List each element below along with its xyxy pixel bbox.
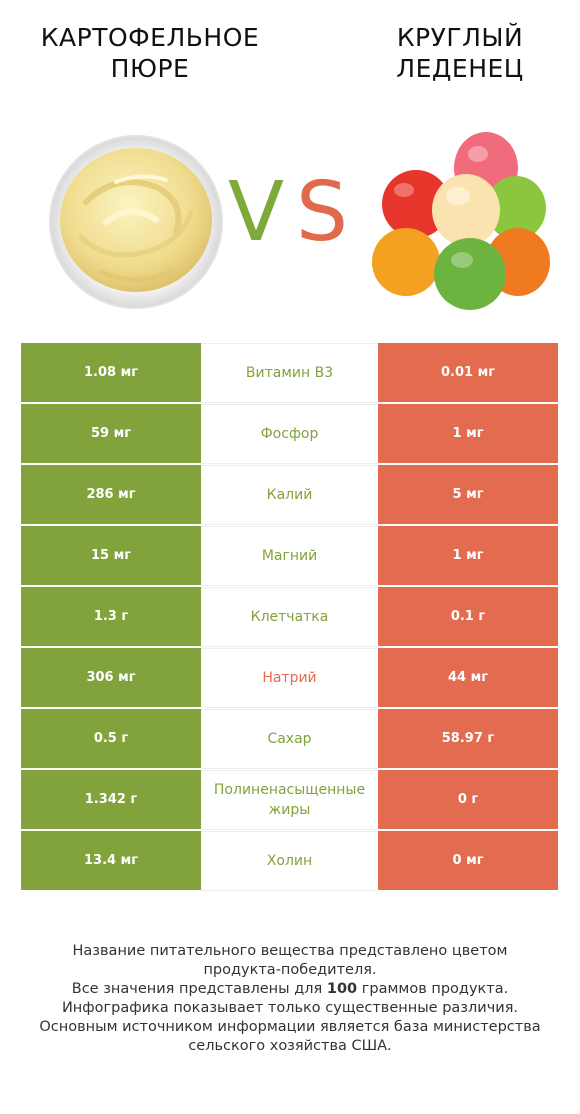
left-value-cell: 306 мг [21,648,201,707]
right-value: 1 мг [452,547,484,563]
right-value: 0 мг [452,852,484,868]
vs-label: V S [224,168,354,258]
nutrient-name: Клетчатка [250,609,329,625]
right-value: 0.01 мг [440,364,496,380]
table-row: 13.4 мг Холин 0 мг [21,831,558,892]
footer-notes: Название питательного вещества представл… [20,942,560,1056]
right-value-cell: 44 мг [378,648,558,707]
footer-line-3: Все значения представлены для 100 граммо… [20,980,560,999]
table-row: 15 мг Магний 1 мг [21,526,558,587]
left-value: 1.3 г [93,608,129,624]
left-product-title: КАРТОФЕЛЬНОЕ ПЮРЕ [30,22,270,84]
footer-line-5: Основным источником информации является … [39,1019,541,1035]
footer-line-4: Инфографика показывает только существенн… [61,1000,519,1016]
left-value-cell: 13.4 мг [21,831,201,890]
table-row: 1.3 г Клетчатка 0.1 г [21,587,558,648]
vs-v-letter: V [228,165,285,260]
left-value-cell: 1.342 г [21,770,201,829]
left-value: 306 мг [86,669,136,685]
left-value: 59 мг [90,425,132,441]
table-row: 59 мг Фосфор 1 мг [21,404,558,465]
right-value-cell: 1 мг [378,404,558,463]
nutrient-name: Полиненасыщенные жиры [213,782,366,818]
right-product-title-line1: КРУГЛЫЙ [396,23,524,52]
left-value: 1.08 мг [83,364,139,380]
right-value: 0.1 г [450,608,486,624]
left-value-cell: 15 мг [21,526,201,585]
right-value: 1 мг [452,425,484,441]
nutrient-cell: Клетчатка [201,587,378,647]
left-value-cell: 0.5 г [21,709,201,768]
table-row: 286 мг Калий 5 мг [21,465,558,526]
table-row: 1.342 г Полиненасыщенные жиры 0 г [21,770,558,831]
vs-s-letter: S [296,165,349,260]
right-value-cell: 0 мг [378,831,558,890]
left-value-cell: 59 мг [21,404,201,463]
table-row: 306 мг Натрий 44 мг [21,648,558,709]
nutrient-cell: Фосфор [201,404,378,464]
nutrient-cell: Калий [201,465,378,525]
left-value: 15 мг [90,547,132,563]
left-value: 0.5 г [93,730,129,746]
nutrient-cell: Холин [201,831,378,891]
left-value-cell: 286 мг [21,465,201,524]
nutrient-cell: Витамин B3 [201,343,378,403]
right-product-title-line2: ЛЕДЕНЕЦ [396,54,524,83]
right-value-cell: 0 г [378,770,558,829]
nutrient-cell: Магний [201,526,378,586]
nutrient-cell: Сахар [201,709,378,769]
footer-line-3-post: граммов продукта. [357,981,509,997]
nutrient-name: Натрий [262,670,317,686]
nutrient-name: Холин [266,853,313,869]
candy-image [372,132,550,310]
right-value: 0 г [457,791,479,807]
nutrient-name: Калий [266,487,313,503]
right-value: 44 мг [447,669,489,685]
right-value: 5 мг [452,486,484,502]
left-value: 13.4 мг [83,852,139,868]
nutrient-name: Сахар [267,731,312,747]
footer-line-3-pre: Все значения представлены для [71,981,327,997]
right-value: 58.97 г [441,730,495,746]
table-row: 1.08 мг Витамин B3 0.01 мг [21,343,558,404]
right-value-cell: 5 мг [378,465,558,524]
footer-line-2: продукта-победителя. [203,962,377,978]
nutrient-cell: Натрий [201,648,378,708]
nutrient-name: Витамин B3 [245,365,334,381]
left-value-cell: 1.3 г [21,587,201,646]
mashed-potato-image [49,135,223,309]
left-product-title-line2: ПЮРЕ [110,54,190,83]
footer-line-1: Название питательного вещества представл… [72,943,508,959]
footer-line-6: сельского хозяйства США. [188,1038,392,1054]
right-value-cell: 1 мг [378,526,558,585]
right-value-cell: 58.97 г [378,709,558,768]
right-value-cell: 0.01 мг [378,343,558,402]
table-row: 0.5 г Сахар 58.97 г [21,709,558,770]
left-value: 286 мг [86,486,136,502]
right-product-title: КРУГЛЫЙ ЛЕДЕНЕЦ [360,22,560,84]
nutrient-cell: Полиненасыщенные жиры [201,770,378,830]
nutrient-name: Фосфор [260,426,319,442]
left-product-title-line1: КАРТОФЕЛЬНОЕ [40,23,260,52]
nutrient-name: Магний [261,548,318,564]
footer-line-3-bold: 100 [326,981,358,997]
left-value-cell: 1.08 мг [21,343,201,402]
comparison-table: 1.08 мг Витамин B3 0.01 мг 59 мг Фосфор … [21,343,558,892]
left-value: 1.342 г [84,791,138,807]
right-value-cell: 0.1 г [378,587,558,646]
